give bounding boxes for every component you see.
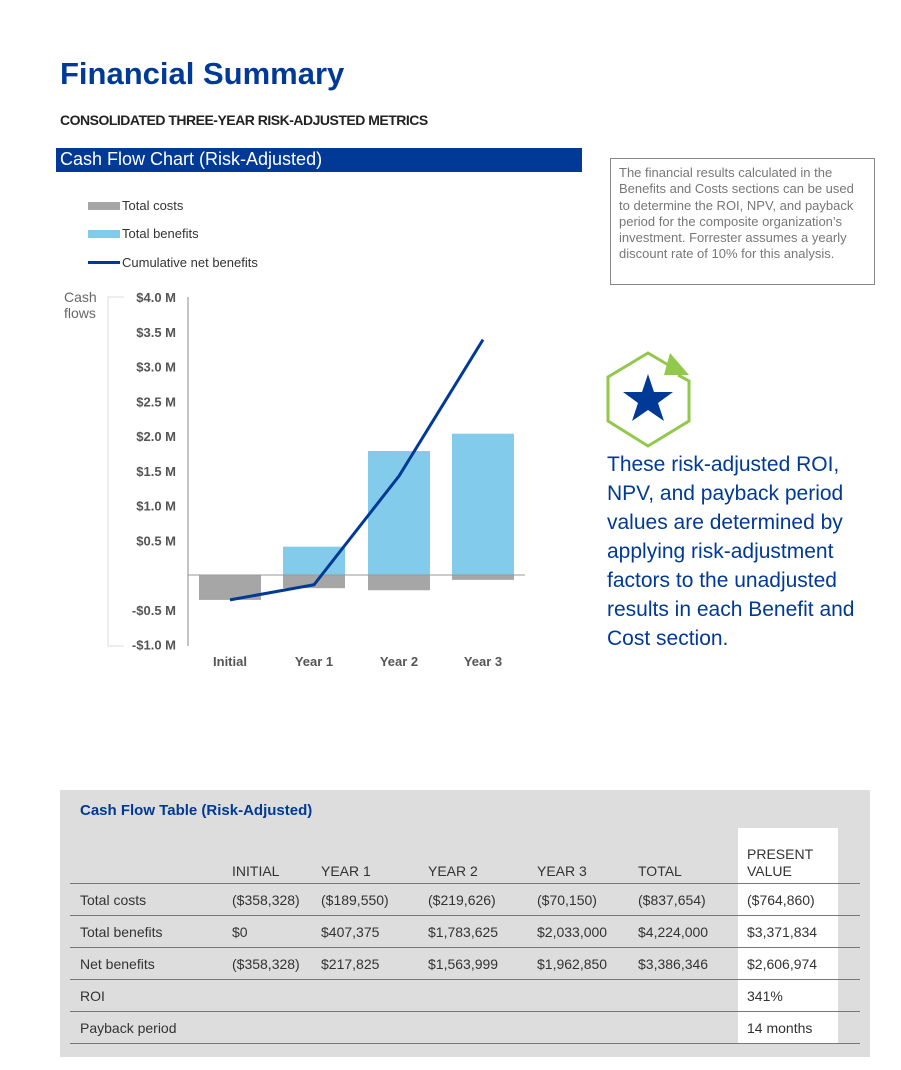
benefit-bar — [452, 433, 514, 575]
y-tick-label: $4.0 M — [136, 290, 176, 305]
table-cell: $1,962,850 — [537, 956, 608, 972]
y-tick-label: -$1.0 M — [132, 638, 176, 653]
page-subtitle: CONSOLIDATED THREE-YEAR RISK-ADJUSTED ME… — [60, 112, 428, 128]
chart-section-header: Cash Flow Chart (Risk-Adjusted) — [56, 148, 582, 172]
column-header: INITIAL — [232, 863, 280, 879]
table-cell: ($764,860) — [747, 892, 815, 908]
table-cell: 14 months — [747, 1020, 813, 1036]
cost-bar — [452, 575, 514, 580]
row-divider — [70, 979, 860, 980]
y-tick-label: $0.5 M — [136, 533, 176, 548]
y-tick-label: -$0.5 M — [132, 603, 176, 618]
y-axis-label: Cash flows — [64, 289, 97, 321]
table-cell: $1,563,999 — [428, 956, 499, 972]
row-label: Total benefits — [80, 924, 163, 940]
row-divider — [70, 915, 860, 916]
cash-flow-chart: $4.0 M $3.5 M $3.0 M $2.5 M $2.0 M $1.5 M $1.0… — [107, 290, 525, 669]
table-cell: ($358,328) — [232, 956, 300, 972]
table-cell: $4,224,000 — [638, 924, 709, 940]
table-cell: $1,783,625 — [428, 924, 499, 940]
row-divider — [70, 883, 860, 884]
y-tick-label: $2.5 M — [136, 394, 176, 409]
row-label: Total costs — [80, 892, 147, 908]
y-tick-label: $3.5 M — [136, 325, 176, 340]
legend-swatch — [88, 229, 120, 238]
x-tick-label: Year 2 — [380, 654, 418, 669]
table-title: Cash Flow Table (Risk-Adjusted) — [80, 802, 313, 819]
table-cell: $3,371,834 — [747, 924, 818, 940]
column-header: TOTAL — [638, 863, 682, 879]
legend-label: Total benefits — [122, 226, 199, 241]
benefit-bar — [368, 451, 430, 575]
row-divider — [70, 1011, 860, 1012]
legend-cumulative: Cumulative net benefits — [88, 255, 258, 270]
column-header: YEAR 1 — [321, 863, 371, 879]
legend-total-benefits: Total benefits — [88, 226, 199, 241]
cumulative-line — [229, 338, 485, 602]
column-header: PRESENT VALUE — [747, 846, 813, 879]
table-cell: $3,386,346 — [638, 956, 709, 972]
row-divider — [70, 947, 860, 948]
x-tick-label: Year 3 — [464, 654, 502, 669]
cost-bar — [368, 575, 430, 591]
y-axis-bracket — [107, 296, 124, 647]
legend-swatch — [88, 201, 120, 210]
table-cell: ($70,150) — [537, 892, 597, 908]
table-cell: $2,033,000 — [537, 924, 608, 940]
legend-label: Cumulative net benefits — [122, 255, 258, 270]
cash-flow-table — [60, 790, 870, 1057]
page-title: Financial Summary — [60, 56, 345, 91]
cost-bar — [283, 575, 345, 589]
table-cell: ($189,550) — [321, 892, 389, 908]
present-value-column — [738, 828, 838, 1043]
star-hexagon-icon — [606, 351, 691, 448]
table-cell: $217,825 — [321, 956, 380, 972]
row-label: Net benefits — [80, 956, 155, 972]
table-cell: $407,375 — [321, 924, 380, 940]
table-cell: ($837,654) — [638, 892, 706, 908]
legend-label: Total costs — [122, 198, 184, 213]
table-cell: $2,606,974 — [747, 956, 818, 972]
row-label: ROI — [80, 988, 105, 1004]
table-cell: ($219,626) — [428, 892, 496, 908]
x-tick-label: Year 1 — [295, 654, 333, 669]
benefit-bar — [283, 546, 345, 575]
y-tick-label: $1.0 M — [136, 499, 176, 514]
row-divider — [70, 1043, 860, 1044]
x-tick-label: Initial — [213, 654, 247, 669]
column-header: YEAR 3 — [537, 863, 587, 879]
y-tick-label: $3.0 M — [136, 360, 176, 375]
legend-total-costs: Total costs — [88, 198, 183, 213]
callout-text: These risk-adjusted ROI, NPV, and paybac… — [607, 453, 855, 650]
table-cell: $0 — [232, 924, 248, 940]
table-cell: 341% — [747, 988, 783, 1004]
table-cell: ($358,328) — [232, 892, 300, 908]
row-label: Payback period — [80, 1020, 177, 1036]
column-header: YEAR 2 — [428, 863, 478, 879]
legend-swatch — [88, 261, 120, 264]
note-box: The financial results calculated in the … — [610, 158, 875, 285]
y-tick-label: $1.5 M — [136, 464, 176, 479]
y-tick-label: $2.0 M — [136, 429, 176, 444]
